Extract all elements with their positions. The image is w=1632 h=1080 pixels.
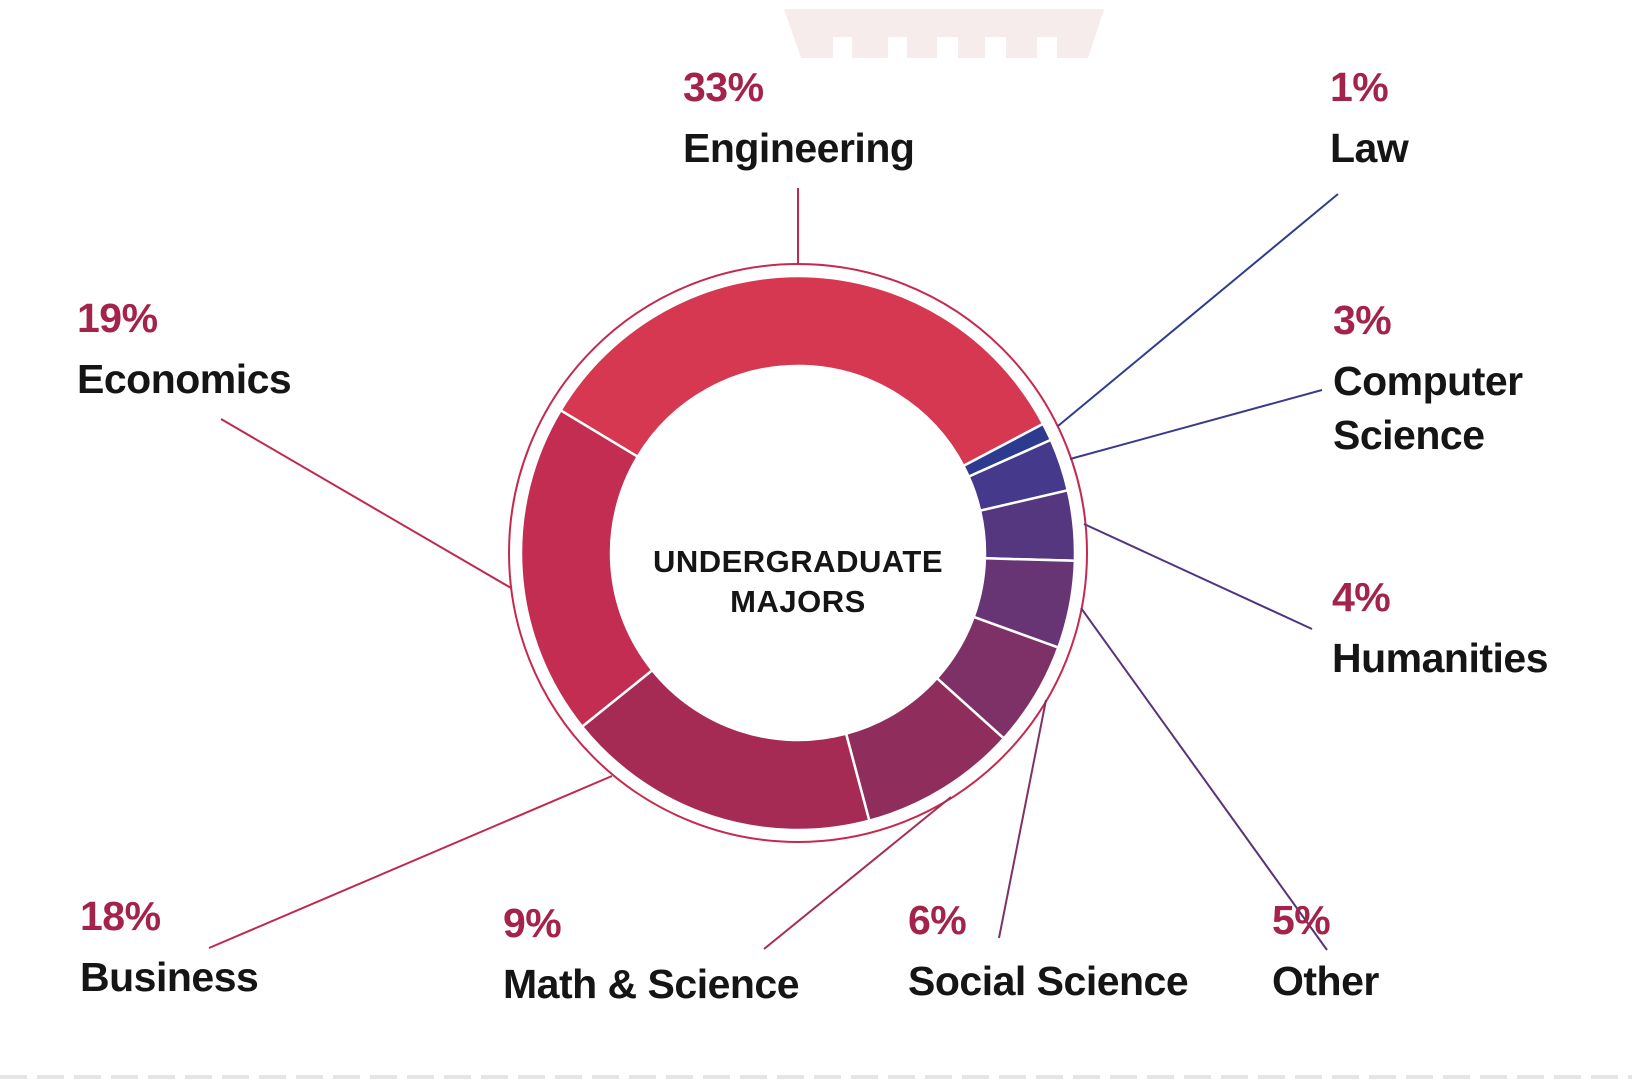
leader-line-law [1057, 193, 1339, 427]
percent-value: 4% [1332, 574, 1391, 620]
leader-line-economics [220, 418, 512, 589]
percent-value: 33% [683, 64, 764, 110]
percent-value: 1% [1330, 64, 1389, 110]
leader-line-business [208, 775, 613, 949]
category-name: Law [1330, 125, 1409, 171]
category-name: Economics [77, 356, 292, 402]
leader-line-social-science [998, 699, 1047, 939]
percent-value: 5% [1272, 897, 1331, 943]
category-name: Humanities [1332, 635, 1549, 681]
leader-line-other [1080, 607, 1328, 951]
label-math-science: 9% Math & Science [503, 900, 800, 1011]
label-humanities: 4% Humanities [1332, 574, 1549, 685]
category-name: Math & Science [503, 961, 800, 1007]
label-business: 18% Business [80, 893, 259, 1004]
percent-value: 18% [80, 893, 161, 939]
segment-business [580, 668, 871, 832]
category-name: Computer Science [1333, 358, 1523, 459]
segment-engineering [559, 274, 1045, 468]
label-law: 1% Law [1330, 64, 1409, 175]
label-computer-science: 3% Computer Science [1333, 300, 1583, 462]
leader-line-math-science [763, 796, 952, 950]
category-name: Business [80, 954, 259, 1000]
category-name: Other [1272, 958, 1379, 1004]
leader-line-humanities [1083, 523, 1313, 630]
center-title-line1: UNDERGRADUATE [652, 544, 944, 579]
category-name: Engineering [683, 125, 915, 171]
percent-value: 3% [1333, 297, 1392, 343]
center-title-line2: MAJORS [730, 584, 866, 620]
segment-economics [519, 409, 654, 728]
leader-line-computer-science [1069, 389, 1323, 460]
label-engineering: 33% Engineering [683, 64, 915, 175]
category-name: Social Science [908, 958, 1189, 1004]
chart-center-title: UNDERGRADUATE MAJORS [598, 542, 998, 623]
label-other: 5% Other [1272, 900, 1379, 1008]
leader-lines [208, 188, 1339, 951]
label-social-science: 6% Social Science [908, 897, 1189, 1008]
percent-value: 6% [908, 897, 967, 943]
percent-value: 9% [503, 900, 562, 946]
donut-ring [508, 263, 1088, 843]
label-economics: 19% Economics [77, 295, 292, 406]
percent-value: 19% [77, 295, 158, 341]
university-building-watermark-icon [784, 9, 1104, 58]
